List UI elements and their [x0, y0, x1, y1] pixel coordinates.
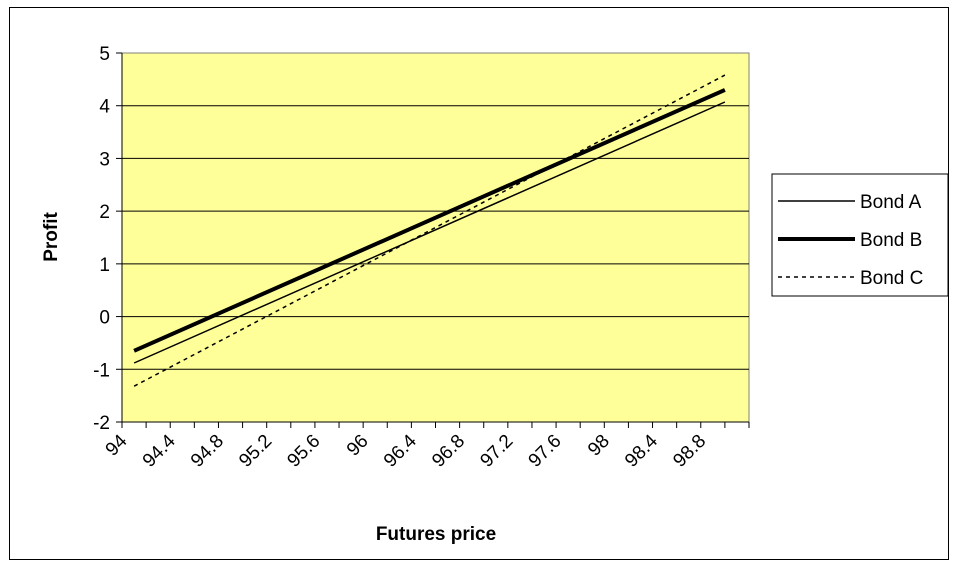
legend-label: Bond A [860, 192, 922, 213]
series-line-bond-a [133, 101, 726, 364]
y-axis-title: Profit [41, 212, 62, 262]
x-tick-label: 97.6 [525, 431, 566, 472]
series-line-bond-b [133, 88, 726, 353]
legend-label: Bond C [860, 268, 923, 289]
y-tick-label: 5 [99, 44, 110, 65]
y-tick-label: 2 [99, 202, 110, 223]
series-lines [133, 74, 726, 387]
x-tick-label: 95.6 [283, 431, 324, 472]
x-tick-label: 94.4 [139, 430, 180, 471]
legend: Bond A Bond B Bond C [771, 173, 949, 297]
x-axis-title: Futures price [376, 524, 496, 545]
legend-label: Bond B [860, 230, 922, 251]
x-tick-label: 97.2 [476, 431, 517, 472]
x-tick-label: 94 [102, 430, 132, 460]
x-tick-label: 96.8 [428, 431, 469, 472]
x-tick-label: 98.8 [669, 431, 710, 472]
x-tick-label: 98 [584, 431, 614, 461]
legend-box [771, 173, 949, 297]
y-tick-label: 4 [99, 97, 110, 118]
x-tick-label: 95.2 [235, 431, 276, 472]
x-tick-label: 98.4 [621, 430, 662, 471]
gridlines [122, 105, 749, 370]
y-tick-label: 3 [99, 149, 110, 170]
x-tick-label: 94.8 [187, 431, 228, 472]
x-tick-labels: 94 94.4 94.8 95.2 95.6 96 96.4 96.8 97.2 97.6 98 98… [102, 430, 711, 471]
axes [116, 52, 750, 428]
x-tick-label: 96.4 [380, 430, 421, 471]
plot-area [121, 52, 750, 423]
y-tick-label: 0 [99, 308, 110, 329]
y-tick-labels: -2 -1 0 1 2 3 4 5 [93, 44, 110, 434]
y-tick-label: 1 [99, 255, 110, 276]
y-tick-label: -1 [93, 360, 110, 381]
y-tick-label: -2 [93, 413, 110, 434]
x-tick-label: 96 [343, 431, 373, 461]
